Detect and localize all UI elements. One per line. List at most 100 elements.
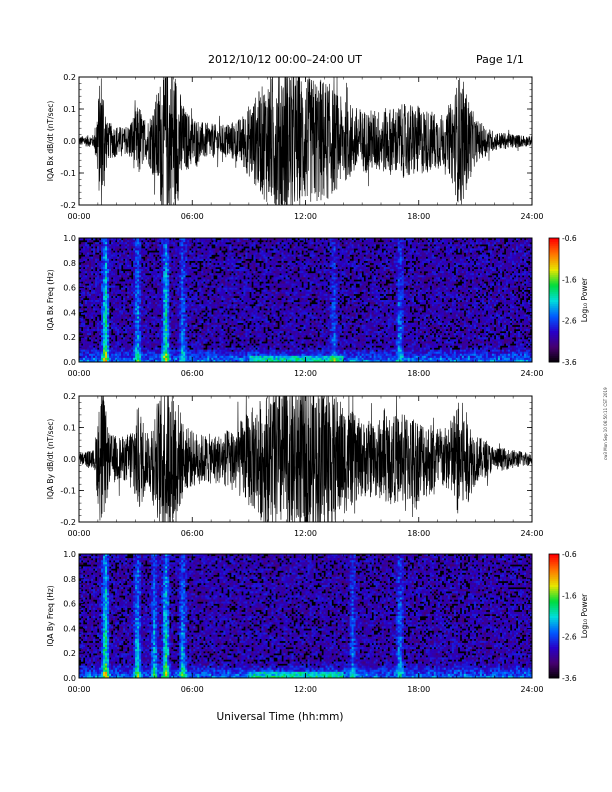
heatmap-cell: [259, 335, 262, 338]
heatmap-cell: [255, 355, 258, 359]
heatmap-cell: [211, 252, 214, 255]
heatmap-cell: [131, 258, 134, 262]
heatmap-cell: [209, 355, 212, 359]
heatmap-cell: [91, 324, 94, 328]
heatmap-cell: [179, 324, 182, 328]
heatmap-cell: [145, 293, 148, 297]
heatmap-cell: [85, 328, 88, 332]
heatmap-cell: [265, 279, 268, 282]
heatmap-cell: [153, 310, 156, 313]
heatmap-cell: [219, 310, 222, 313]
heatmap-cell: [247, 351, 250, 355]
heatmap-cell: [257, 287, 260, 290]
heatmap-cell: [149, 285, 152, 288]
heatmap-cell: [211, 283, 214, 286]
heatmap-cell: [227, 281, 230, 284]
heatmap-cell: [245, 331, 248, 334]
heatmap-cell: [149, 316, 152, 319]
heatmap-cell: [155, 269, 158, 272]
heatmap-cell: [111, 250, 114, 253]
heatmap-cell: [217, 337, 220, 340]
heatmap-cell: [197, 287, 200, 290]
heatmap-cell: [199, 333, 202, 336]
heatmap-cell: [89, 351, 92, 355]
heatmap-cell: [247, 285, 250, 288]
heatmap-cell: [241, 349, 244, 352]
heatmap-cell: [117, 258, 120, 262]
heatmap-cell: [177, 312, 180, 315]
heatmap-cell: [129, 312, 132, 315]
heatmap-cell: [143, 357, 146, 361]
heatmap-cell: [161, 359, 164, 363]
heatmap-cell: [153, 302, 156, 305]
heatmap-cell: [87, 293, 90, 297]
heatmap-cell: [261, 244, 264, 247]
heatmap-cell: [251, 353, 254, 357]
heatmap-cell: [85, 264, 88, 268]
heatmap-cell: [249, 355, 252, 359]
heatmap-cell: [265, 318, 268, 321]
heatmap-cell: [215, 359, 218, 363]
heatmap-cell: [211, 355, 214, 359]
heatmap-cell: [153, 314, 156, 317]
heatmap-cell: [207, 269, 210, 272]
heatmap-cell: [257, 293, 260, 297]
heatmap-cell: [137, 335, 140, 338]
heatmap-cell: [173, 254, 176, 257]
heatmap-cell: [109, 271, 112, 274]
heatmap-cell: [215, 279, 218, 282]
heatmap-cell: [209, 273, 212, 276]
heatmap-cell: [235, 297, 238, 301]
heatmap-cell: [97, 302, 100, 305]
heatmap-cell: [149, 293, 152, 297]
heatmap-cell: [257, 285, 260, 288]
heatmap-cell: [103, 246, 106, 249]
heatmap-cell: [267, 246, 270, 249]
heatmap-cell: [165, 318, 168, 321]
heatmap-cell: [269, 324, 272, 328]
heatmap-cell: [141, 304, 144, 307]
heatmap-cell: [263, 316, 266, 319]
heatmap-cell: [189, 333, 192, 336]
heatmap-cell: [183, 248, 186, 251]
heatmap-cell: [209, 293, 212, 297]
heatmap-cell: [203, 345, 206, 348]
heatmap-cell: [133, 250, 136, 253]
heatmap-cell: [239, 300, 242, 303]
heatmap-cell: [187, 281, 190, 284]
heatmap-cell: [249, 297, 252, 301]
heatmap-cell: [161, 353, 164, 357]
heatmap-cell: [245, 316, 248, 319]
heatmap-cell: [213, 359, 216, 363]
heatmap-cell: [243, 347, 246, 350]
heatmap-cell: [129, 353, 132, 357]
heatmap-cell: [213, 328, 216, 332]
heatmap-cell: [211, 320, 214, 324]
heatmap-cell: [227, 248, 230, 251]
heatmap-cell: [159, 355, 162, 359]
heatmap-cell: [165, 258, 168, 262]
heatmap-cell: [107, 308, 110, 311]
heatmap-cell: [149, 264, 152, 268]
heatmap-cell: [89, 337, 92, 340]
heatmap-cell: [201, 355, 204, 359]
heatmap-cell: [177, 269, 180, 272]
heatmap-cell: [263, 333, 266, 336]
heatmap-cell: [265, 316, 268, 319]
heatmap-cell: [197, 359, 200, 363]
heatmap-cell: [185, 258, 188, 262]
heatmap-cell: [229, 277, 232, 280]
heatmap-cell: [193, 359, 196, 363]
heatmap-cell: [223, 275, 226, 278]
heatmap-cell: [173, 285, 176, 288]
heatmap-cell: [171, 312, 174, 315]
heatmap-cell: [243, 314, 246, 317]
heatmap-cell: [163, 262, 166, 266]
heatmap-cell: [217, 322, 220, 326]
heatmap-cell: [169, 326, 172, 330]
y-tick-label: -0.1: [60, 169, 76, 178]
heatmap-cell: [105, 256, 108, 259]
heatmap-cell: [249, 318, 252, 321]
heatmap-cell: [97, 341, 100, 344]
heatmap-cell: [105, 281, 108, 284]
